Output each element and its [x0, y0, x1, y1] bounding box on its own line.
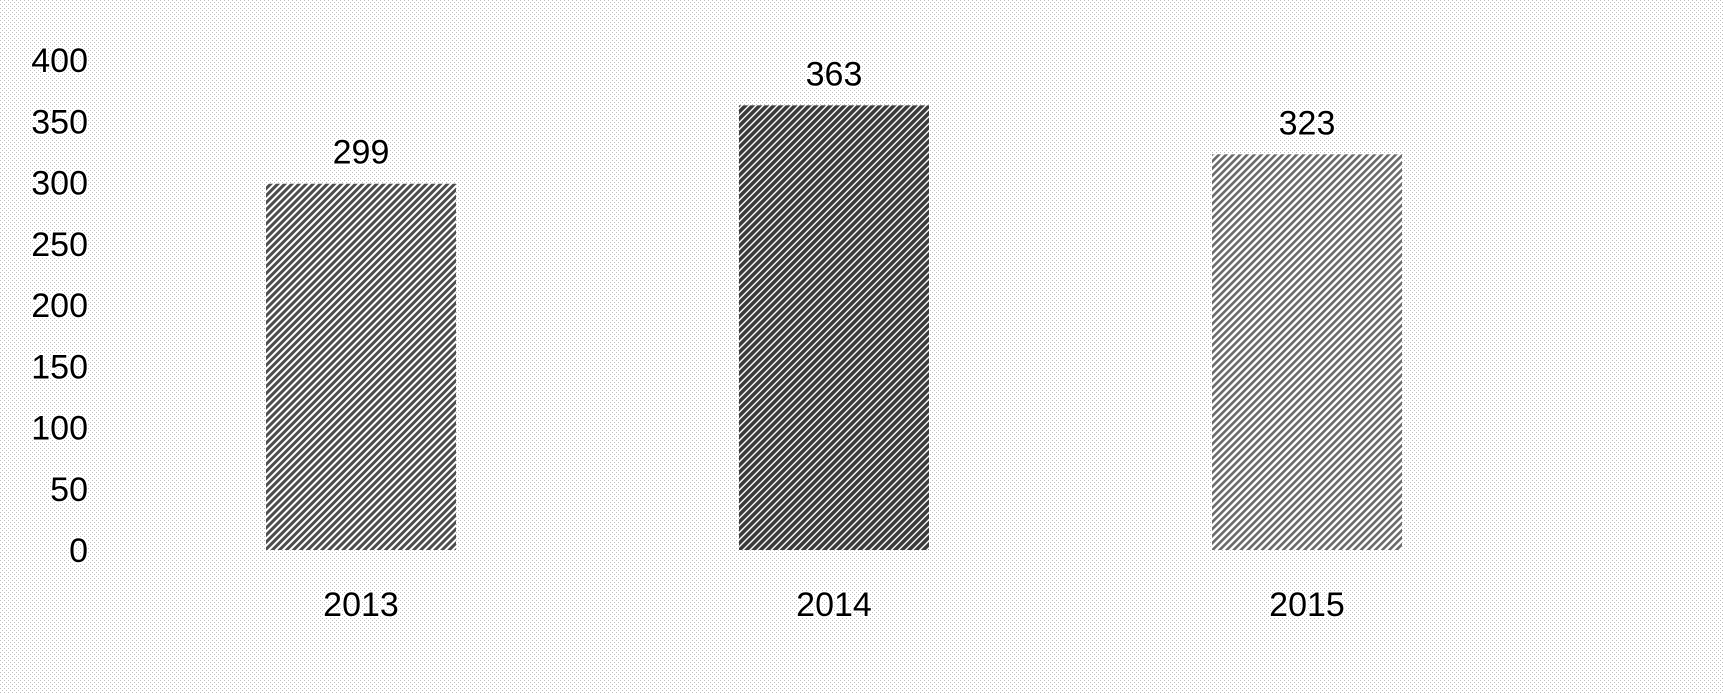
data-label-2013: 299	[333, 134, 390, 172]
y-tick-label: 400	[31, 42, 88, 80]
data-label-2015: 323	[1279, 104, 1336, 142]
bar-2013	[266, 183, 456, 550]
x-axis-category-labels: 2013 2014 2015	[322, 585, 1346, 626]
bar-2015	[1212, 154, 1402, 550]
y-axis-tick-labels: 0 50 100 150 200 250 300 350 400	[30, 41, 89, 572]
y-tick-label: 200	[31, 287, 88, 325]
x-tick-label-2015: 2015	[1269, 586, 1345, 624]
y-tick-label: 50	[50, 471, 88, 509]
y-tick-label: 100	[31, 410, 88, 448]
y-tick-label: 350	[31, 103, 88, 141]
y-tick-label: 150	[31, 348, 88, 386]
y-tick-label: 0	[69, 532, 88, 570]
y-tick-label: 300	[31, 165, 88, 203]
bar-series	[266, 105, 1402, 550]
x-tick-label-2014: 2014	[796, 586, 872, 624]
bar-2014	[739, 105, 929, 550]
y-tick-label: 250	[31, 226, 88, 264]
data-label-2014: 363	[806, 55, 863, 93]
data-labels: 299 363 323	[331, 54, 1336, 173]
x-tick-label-2013: 2013	[323, 586, 399, 624]
